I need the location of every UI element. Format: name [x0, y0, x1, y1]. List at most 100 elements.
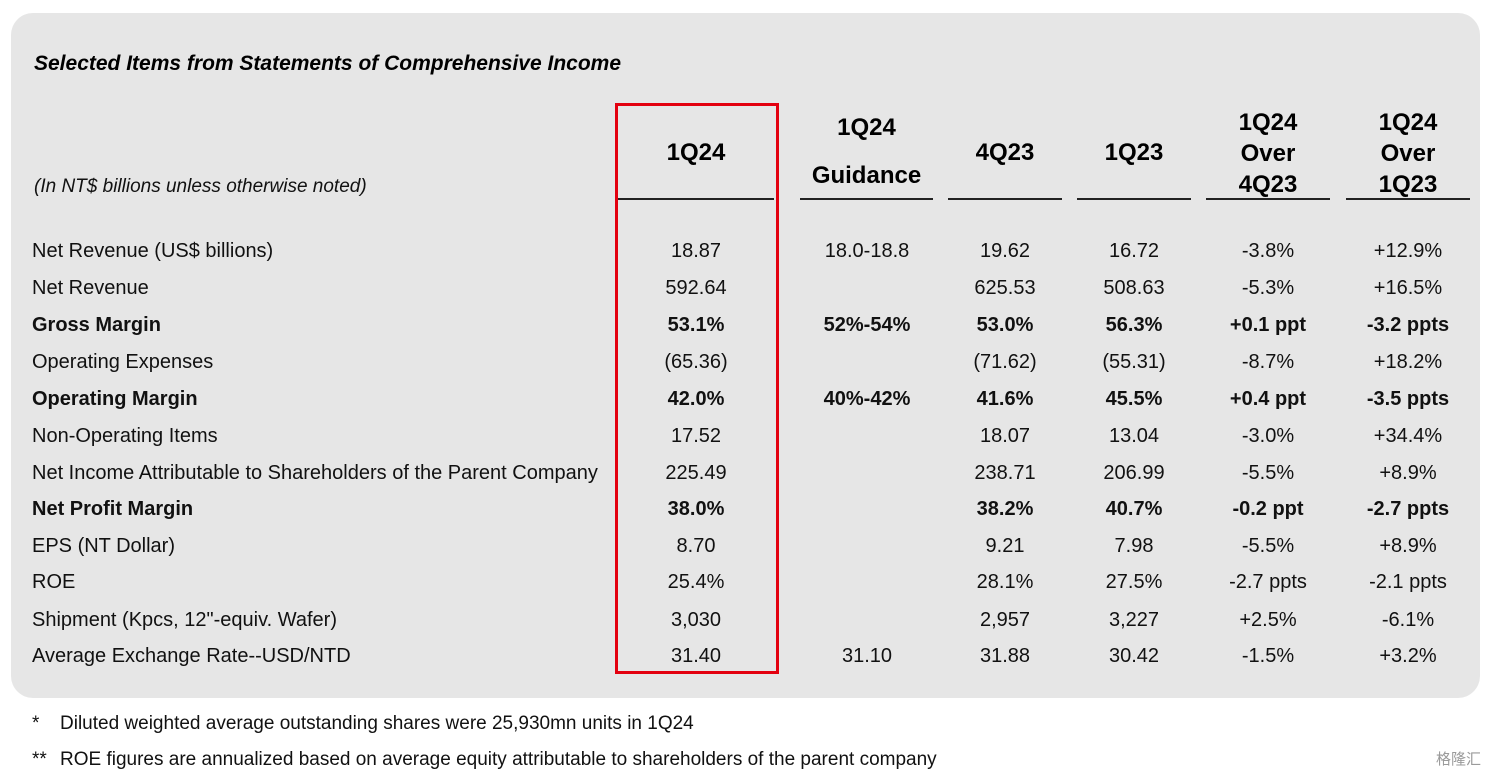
table-cell: 40%-42% — [823, 388, 911, 410]
table-row: Net Profit Margin 38.0% 38.2% 40.7% -0.2 ppt… — [0, 491, 1491, 528]
table-cell: -0.2 ppt — [1232, 498, 1304, 520]
table-cell: 19.62 — [979, 240, 1031, 262]
table-cell: (65.36) — [664, 351, 728, 373]
table-cell: (71.62) — [973, 351, 1037, 373]
footnote: * Diluted weighted average outstanding sh… — [32, 713, 694, 735]
table-cell: 238.71 — [974, 462, 1036, 484]
header-rule — [800, 198, 933, 200]
table-row: Net Revenue 592.64 625.53 508.63 -5.3% +16.5% — [0, 270, 1491, 307]
table-cell: -2.1 ppts — [1369, 571, 1447, 593]
row-label: Net Profit Margin — [32, 498, 194, 520]
row-label: Non-Operating Items — [32, 425, 218, 447]
table-cell: (55.31) — [1102, 351, 1166, 373]
table-cell: 31.10 — [841, 645, 893, 667]
footnote: ** ROE figures are annualized based on av… — [32, 749, 937, 771]
table-row: Net Revenue (US$ billions) 18.87 18.0-18.8… — [0, 233, 1491, 270]
table-cell: -3.0% — [1241, 425, 1295, 447]
table-cell: -3.2 ppts — [1366, 314, 1450, 336]
table-cell: -6.1% — [1381, 609, 1435, 631]
table-cell: -2.7 ppts — [1366, 498, 1450, 520]
table-cell: +16.5% — [1373, 277, 1443, 299]
row-label: Net Revenue (US$ billions) — [32, 240, 274, 262]
table-cell: 56.3% — [1105, 314, 1163, 336]
table-cell: 3,030 — [670, 609, 722, 631]
table-cell: 625.53 — [974, 277, 1036, 299]
table-cell: 2,957 — [979, 609, 1031, 631]
table-cell: 9.21 — [985, 535, 1025, 557]
table-row: Net Income Attributable to Shareholders … — [0, 455, 1491, 492]
table-cell: 25.4% — [667, 571, 725, 593]
table-panel — [11, 13, 1480, 698]
table-row: Non-Operating Items 17.52 18.07 13.04 -3.0% +… — [0, 418, 1491, 455]
table-cell: 52%-54% — [823, 314, 911, 336]
footnote-mark: * — [32, 713, 40, 734]
table-cell: 225.49 — [665, 462, 727, 484]
row-label: Gross Margin — [32, 314, 161, 336]
col-header-over-1q23: 1Q24 Over 1Q23 — [1378, 109, 1438, 198]
table-cell: -2.7 ppts — [1229, 571, 1307, 593]
table-cell: 17.52 — [670, 425, 722, 447]
table-row: Operating Margin 42.0% 40%-42% 41.6% 45.5% +0… — [0, 381, 1491, 418]
table-cell: 53.1% — [667, 314, 725, 336]
table-cell: 8.70 — [676, 535, 716, 557]
units-note: (In NT$ billions unless otherwise noted) — [34, 176, 367, 197]
row-label: EPS (NT Dollar) — [32, 535, 175, 557]
header-rule — [948, 198, 1062, 200]
table-cell: -1.5% — [1241, 645, 1295, 667]
row-label: Net Revenue — [32, 277, 149, 299]
table-row: Gross Margin 53.1% 52%-54% 53.0% 56.3% +0.1 p… — [0, 307, 1491, 344]
table-cell: 45.5% — [1105, 388, 1163, 410]
table-cell: 42.0% — [667, 388, 725, 410]
table-cell: 38.0% — [667, 498, 725, 520]
table-cell: 40.7% — [1105, 498, 1163, 520]
table-cell: 18.07 — [979, 425, 1031, 447]
table-title: Selected Items from Statements of Compre… — [34, 52, 622, 75]
table-cell: 30.42 — [1108, 645, 1160, 667]
table-row: ROE 25.4% 28.1% 27.5% -2.7 ppts -2.1 ppts — [0, 564, 1491, 601]
table-row: Average Exchange Rate--USD/NTD 31.40 31.10… — [0, 638, 1491, 675]
table-cell: 13.04 — [1108, 425, 1160, 447]
header-rule — [1346, 198, 1470, 200]
table-cell: -3.5 ppts — [1366, 388, 1450, 410]
header-rule — [1206, 198, 1330, 200]
table-cell: -5.5% — [1241, 535, 1295, 557]
table-cell: 31.88 — [979, 645, 1031, 667]
row-label: ROE — [32, 571, 76, 593]
highlight-box-1q24 — [615, 103, 779, 674]
header-rule — [1077, 198, 1191, 200]
table-cell: 18.87 — [670, 240, 722, 262]
table-cell: 38.2% — [976, 498, 1034, 520]
table-row: EPS (NT Dollar) 8.70 9.21 7.98 -5.5% +8.9% — [0, 528, 1491, 565]
row-label: Operating Expenses — [32, 351, 214, 373]
table-cell: 16.72 — [1108, 240, 1160, 262]
table-cell: +18.2% — [1373, 351, 1443, 373]
footnote-text: ROE figures are annualized based on aver… — [60, 749, 937, 770]
col-header-1q24: 1Q24 — [666, 139, 726, 166]
table-cell: 28.1% — [976, 571, 1034, 593]
col-header-4q23: 4Q23 — [975, 139, 1035, 166]
table-cell: 592.64 — [665, 277, 727, 299]
table-cell: +8.9% — [1379, 462, 1437, 484]
table-cell: +2.5% — [1239, 609, 1297, 631]
table-cell: -5.5% — [1241, 462, 1295, 484]
table-row: Operating Expenses (65.36) (71.62) (55.31) -… — [0, 344, 1491, 381]
col-header-guidance: 1Q24 Guidance — [811, 114, 922, 189]
table-cell: 7.98 — [1114, 535, 1154, 557]
row-label: Operating Margin — [32, 388, 198, 410]
table-cell: 31.40 — [670, 645, 722, 667]
table-cell: 53.0% — [976, 314, 1034, 336]
table-cell: +8.9% — [1379, 535, 1437, 557]
watermark-logo: 格隆汇 — [1435, 751, 1481, 768]
table-cell: -8.7% — [1241, 351, 1295, 373]
table-cell: +12.9% — [1373, 240, 1443, 262]
table-row: Shipment (Kpcs, 12"-equiv. Wafer) 3,030 2,… — [0, 602, 1491, 639]
footnote-mark: ** — [32, 749, 47, 770]
table-cell: +0.1 ppt — [1229, 314, 1307, 336]
table-cell: 18.0-18.8 — [824, 240, 910, 262]
table-cell: +34.4% — [1373, 425, 1443, 447]
col-header-1q23: 1Q23 — [1104, 139, 1164, 166]
table-cell: 3,227 — [1108, 609, 1160, 631]
table-cell: 206.99 — [1103, 462, 1165, 484]
table-cell: 508.63 — [1103, 277, 1165, 299]
footnote-text: Diluted weighted average outstanding sha… — [60, 713, 694, 734]
